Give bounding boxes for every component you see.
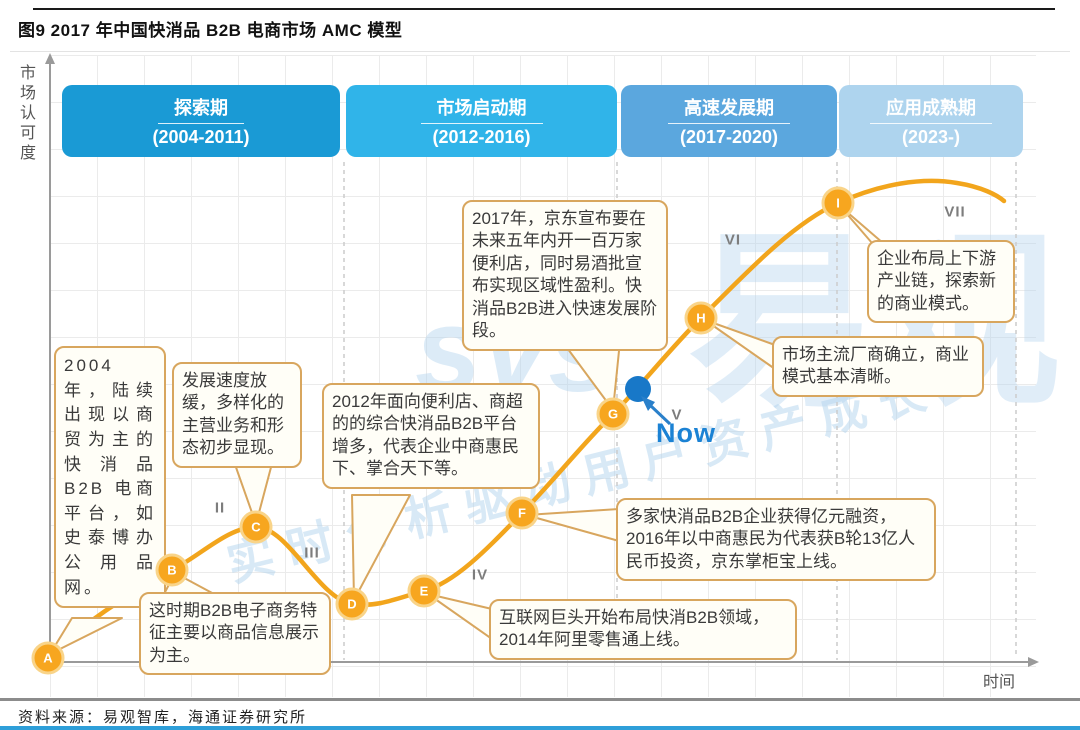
phase-label: 探索期 bbox=[158, 94, 244, 124]
now-dot bbox=[625, 376, 651, 402]
callout-info-display: 这时期B2B电子商务特征主要以商品信息展示为主。 bbox=[139, 592, 331, 676]
phase-band-maturity: 应用成熟期 (2023-) bbox=[839, 85, 1023, 157]
header-divider bbox=[10, 51, 1070, 52]
curve-node-b: B bbox=[155, 553, 189, 587]
phase-band-market-start: 市场启动期 (2012-2016) bbox=[346, 85, 617, 157]
callout-2004-platforms: 2004 年，陆续出现以商贸为主的快消品 B2B 电商平台，如史泰博办公用品网。 bbox=[54, 346, 166, 609]
now-label: Now bbox=[656, 418, 716, 448]
curve-node-f: F bbox=[505, 496, 539, 530]
callout-tails bbox=[49, 205, 899, 655]
phase-years: (2017-2020) bbox=[679, 127, 779, 147]
source-note: 资料来源：易观智库，海通证券研究所 bbox=[18, 710, 308, 726]
phase-years: (2004-2011) bbox=[152, 127, 250, 147]
curve-node-h: H bbox=[684, 301, 718, 335]
now-arrow-shaft bbox=[649, 404, 672, 426]
now-arrow-head bbox=[641, 396, 655, 411]
top-rule bbox=[33, 8, 1055, 10]
stage-marker-7: VII bbox=[944, 203, 966, 221]
callout-2017-jd: 2017年，京东宣布要在未来五年内开一百万家便利店，同时易酒批宣布实现区域性盈利… bbox=[462, 200, 668, 351]
x-axis-label: 时间 bbox=[983, 674, 1016, 691]
phase-label: 市场启动期 bbox=[420, 94, 543, 124]
curve-node-d: D bbox=[335, 587, 369, 621]
callout-2012-platforms: 2012年面向便利店、商超的的综合快消品B2B平台增多，代表企业中商惠民下、掌合… bbox=[322, 383, 540, 489]
stage-marker-3: III bbox=[304, 544, 320, 562]
curve-node-c: C bbox=[239, 510, 273, 544]
curve-node-e: E bbox=[407, 574, 441, 608]
callout-growth-slowdown: 发展速度放缓，多样化的主营业务和形态初步显现。 bbox=[172, 362, 302, 468]
callout-mainstream-vendors: 市场主流厂商确立，商业模式基本清晰。 bbox=[772, 336, 984, 397]
y-axis-label: 市场认可度 bbox=[17, 64, 34, 164]
figure-title: 图9 2017 年中国快消品 B2B 电商市场 AMC 模型 bbox=[18, 21, 403, 40]
phase-label: 高速发展期 bbox=[668, 94, 790, 124]
stage-marker-2: II bbox=[214, 499, 226, 517]
stage-marker-5: V bbox=[671, 406, 683, 424]
curve-node-g: G bbox=[596, 397, 630, 431]
x-axis-arrow bbox=[1028, 657, 1039, 667]
phase-label: 应用成熟期 bbox=[870, 94, 992, 124]
footer-divider bbox=[0, 698, 1080, 701]
stage-marker-4: IV bbox=[471, 566, 489, 584]
phase-years: (2023-) bbox=[901, 127, 961, 147]
curve-node-a: A bbox=[31, 641, 65, 675]
phase-band-rapid-growth: 高速发展期 (2017-2020) bbox=[621, 85, 837, 157]
curve-node-i: I bbox=[821, 186, 855, 220]
phase-years: (2012-2016) bbox=[432, 127, 531, 147]
callout-supply-chain: 企业布局上下游产业链，探索新的商业模式。 bbox=[867, 240, 1015, 324]
y-axis-arrow bbox=[45, 53, 55, 64]
stage-marker-6: VI bbox=[724, 231, 742, 249]
phase-band-exploration: 探索期 (2004-2011) bbox=[62, 85, 340, 157]
callout-financing: 多家快消品B2B企业获得亿元融资，2016年以中商惠民为代表获B轮13亿人民币投… bbox=[616, 498, 936, 582]
callout-internet-giants: 互联网巨头开始布局快消B2B领域，2014年阿里零售通上线。 bbox=[489, 599, 797, 660]
footer-accent-bar bbox=[0, 726, 1080, 730]
